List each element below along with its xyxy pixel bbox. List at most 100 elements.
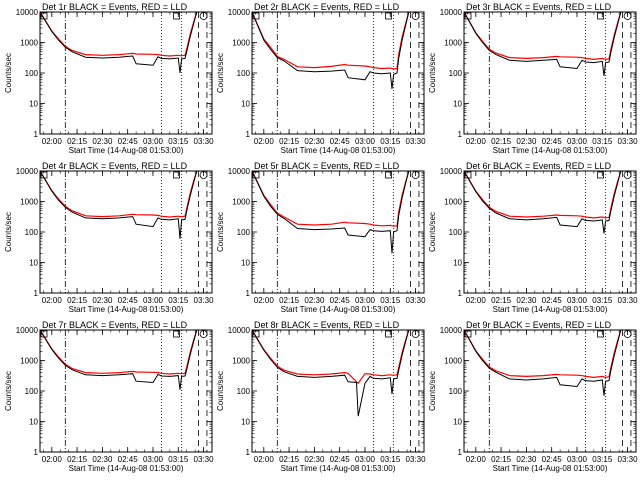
x-tick-label: 02:45 <box>330 296 351 305</box>
x-tick-label: 03:30 <box>194 296 215 305</box>
y-tick-label: 1 <box>458 130 463 139</box>
x-tick-label: 02:15 <box>279 137 300 146</box>
y-tick-label: 1000 <box>444 198 462 207</box>
y-tick-label: 1000 <box>444 357 462 366</box>
x-tick-label: 02:00 <box>42 455 63 464</box>
y-tick-label: 100 <box>449 228 463 237</box>
x-axis-label: Start Time (14-Aug-08 01:53:00) <box>69 464 184 473</box>
y-tick-label: 10 <box>29 259 38 268</box>
y-axis-label: Counts/sec <box>216 53 225 93</box>
series-line-lld <box>39 11 198 57</box>
y-tick-label: 10 <box>29 418 38 427</box>
y-tick-label: 10000 <box>16 167 39 176</box>
x-tick-label: 02:00 <box>466 455 487 464</box>
x-tick-label: 02:30 <box>516 137 537 146</box>
x-tick-label: 03:15 <box>168 296 189 305</box>
y-axis-label: Counts/sec <box>428 53 437 93</box>
x-tick-label: 02:45 <box>330 455 351 464</box>
x-axis-label: Start Time (14-Aug-08 01:53:00) <box>69 146 184 155</box>
x-tick-label: 02:00 <box>254 455 275 464</box>
x-tick-label: 03:00 <box>143 137 164 146</box>
plot-frame <box>251 170 425 294</box>
x-tick-label: 02:00 <box>42 137 63 146</box>
y-axis-label: Counts/sec <box>4 53 13 93</box>
y-tick-label: 10 <box>453 100 462 109</box>
panel-8: Det 8r BLACK = Events, RED = LLD Counts/s… <box>216 320 426 473</box>
series-line-events <box>39 329 198 390</box>
series-line-lld <box>463 170 622 219</box>
x-tick-label: 02:15 <box>279 455 300 464</box>
x-axis-label: Start Time (14-Aug-08 01:53:00) <box>493 464 608 473</box>
panel-title: Det 2r BLACK = Events, RED = LLD <box>254 2 400 12</box>
y-tick-label: 1 <box>458 289 463 298</box>
y-tick-label: 10 <box>453 259 462 268</box>
x-tick-label: 02:30 <box>516 455 537 464</box>
x-tick-label: 02:45 <box>118 296 139 305</box>
y-tick-label: 1000 <box>232 198 250 207</box>
x-tick-label: 03:00 <box>567 137 588 146</box>
y-tick-label: 1 <box>246 448 251 457</box>
y-tick-label: 10000 <box>16 8 39 17</box>
y-tick-label: 10 <box>241 100 250 109</box>
x-tick-label: 03:15 <box>168 137 189 146</box>
x-tick-label: 02:00 <box>42 296 63 305</box>
panel-title: Det 3r BLACK = Events, RED = LLD <box>466 2 612 12</box>
y-tick-label: 1 <box>246 130 251 139</box>
series-line-events <box>251 170 410 254</box>
x-tick-label: 03:15 <box>380 455 401 464</box>
x-axis-label: Start Time (14-Aug-08 01:53:00) <box>281 305 396 314</box>
panel-1: Det 1r BLACK = Events, RED = LLD Counts/s… <box>4 2 214 155</box>
x-tick-label: 02:15 <box>491 137 512 146</box>
series-line-events <box>463 170 622 234</box>
panel-title: Det 9r BLACK = Events, RED = LLD <box>466 320 612 330</box>
x-tick-label: 02:15 <box>491 455 512 464</box>
y-tick-label: 1000 <box>20 198 38 207</box>
y-axis-label: Counts/sec <box>4 371 13 411</box>
x-axis-label: Start Time (14-Aug-08 01:53:00) <box>493 305 608 314</box>
y-axis-label: Counts/sec <box>216 371 225 411</box>
y-axis-label: Counts/sec <box>216 212 225 252</box>
x-tick-label: 02:30 <box>92 296 113 305</box>
panel-6: Det 6r BLACK = Events, RED = LLD Counts/s… <box>428 161 638 314</box>
x-tick-label: 02:15 <box>491 296 512 305</box>
series-line-events <box>39 11 198 74</box>
panel-title: Det 4r BLACK = Events, RED = LLD <box>42 161 188 171</box>
y-tick-label: 100 <box>237 228 251 237</box>
y-tick-label: 10 <box>241 259 250 268</box>
plot-frame <box>39 170 213 294</box>
x-tick-label: 03:15 <box>592 137 613 146</box>
x-tick-label: 03:15 <box>592 296 613 305</box>
plot-frame <box>463 170 637 294</box>
x-tick-label: 02:00 <box>466 296 487 305</box>
x-tick-label: 02:45 <box>542 137 563 146</box>
panel-title: Det 5r BLACK = Events, RED = LLD <box>254 161 400 171</box>
y-tick-label: 1000 <box>20 357 38 366</box>
y-tick-label: 10000 <box>440 326 463 335</box>
x-tick-label: 02:45 <box>542 296 563 305</box>
x-tick-label: 02:45 <box>118 455 139 464</box>
x-tick-label: 03:30 <box>406 455 427 464</box>
square-marker <box>597 171 604 179</box>
y-axis-label: Counts/sec <box>428 371 437 411</box>
square-marker <box>173 12 180 20</box>
y-tick-label: 10 <box>241 418 250 427</box>
x-tick-label: 03:00 <box>355 455 376 464</box>
plot-frame <box>463 329 637 453</box>
series-line-lld <box>251 170 410 227</box>
panel-3: Det 3r BLACK = Events, RED = LLD Counts/s… <box>428 2 638 155</box>
plot-frame <box>39 11 213 135</box>
x-tick-label: 03:30 <box>618 137 639 146</box>
x-tick-label: 03:30 <box>406 137 427 146</box>
x-tick-label: 03:30 <box>194 137 215 146</box>
x-tick-label: 02:30 <box>304 296 325 305</box>
plot-frame <box>463 11 637 135</box>
series-line-events <box>251 329 410 417</box>
panel-title: Det 1r BLACK = Events, RED = LLD <box>42 2 188 12</box>
series-line-events <box>251 11 410 89</box>
y-tick-label: 10000 <box>228 167 251 176</box>
y-tick-label: 100 <box>449 69 463 78</box>
y-tick-label: 10000 <box>16 326 39 335</box>
series-line-lld <box>39 170 198 218</box>
series-line-events <box>39 170 198 239</box>
